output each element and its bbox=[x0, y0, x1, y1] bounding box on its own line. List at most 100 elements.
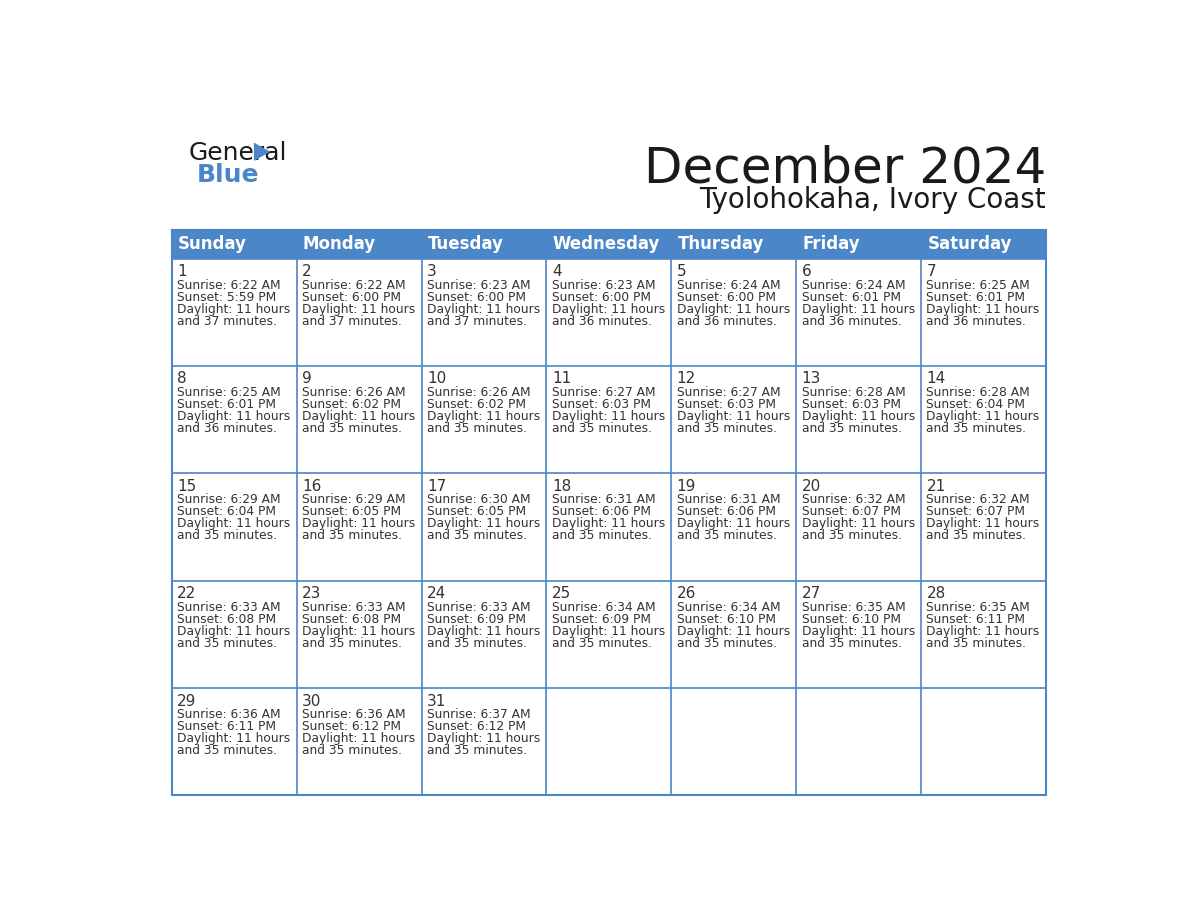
Text: Sunrise: 6:25 AM: Sunrise: 6:25 AM bbox=[177, 386, 280, 399]
Text: 17: 17 bbox=[426, 479, 447, 494]
Text: Sunrise: 6:26 AM: Sunrise: 6:26 AM bbox=[302, 386, 405, 399]
Text: Sunrise: 6:35 AM: Sunrise: 6:35 AM bbox=[802, 600, 905, 614]
Text: and 35 minutes.: and 35 minutes. bbox=[177, 636, 277, 650]
Text: 12: 12 bbox=[677, 372, 696, 386]
Text: Sunset: 6:05 PM: Sunset: 6:05 PM bbox=[426, 506, 526, 519]
Text: and 36 minutes.: and 36 minutes. bbox=[677, 315, 777, 328]
Text: and 35 minutes.: and 35 minutes. bbox=[426, 636, 527, 650]
Text: Daylight: 11 hours: Daylight: 11 hours bbox=[426, 518, 541, 531]
Text: 31: 31 bbox=[426, 693, 447, 709]
Text: Sunrise: 6:31 AM: Sunrise: 6:31 AM bbox=[677, 494, 781, 507]
Text: Daylight: 11 hours: Daylight: 11 hours bbox=[302, 624, 416, 638]
Text: Sunrise: 6:32 AM: Sunrise: 6:32 AM bbox=[802, 494, 905, 507]
Text: Daylight: 11 hours: Daylight: 11 hours bbox=[677, 518, 790, 531]
Text: and 36 minutes.: and 36 minutes. bbox=[802, 315, 902, 328]
Text: and 35 minutes.: and 35 minutes. bbox=[302, 636, 402, 650]
Bar bbox=[172, 230, 1045, 259]
Text: 26: 26 bbox=[677, 587, 696, 601]
Text: 4: 4 bbox=[552, 264, 562, 279]
Text: Sunset: 6:00 PM: Sunset: 6:00 PM bbox=[426, 291, 526, 304]
Text: Sunset: 6:02 PM: Sunset: 6:02 PM bbox=[302, 398, 402, 411]
Text: Daylight: 11 hours: Daylight: 11 hours bbox=[302, 732, 416, 745]
Text: 3: 3 bbox=[426, 264, 437, 279]
Text: Sunset: 6:02 PM: Sunset: 6:02 PM bbox=[426, 398, 526, 411]
Text: Sunrise: 6:26 AM: Sunrise: 6:26 AM bbox=[426, 386, 531, 399]
Text: and 35 minutes.: and 35 minutes. bbox=[677, 636, 777, 650]
Text: 1: 1 bbox=[177, 264, 187, 279]
Text: Sunset: 6:08 PM: Sunset: 6:08 PM bbox=[302, 612, 402, 626]
Text: Sunrise: 6:30 AM: Sunrise: 6:30 AM bbox=[426, 494, 531, 507]
Text: and 37 minutes.: and 37 minutes. bbox=[302, 315, 402, 328]
Text: Sunrise: 6:34 AM: Sunrise: 6:34 AM bbox=[552, 600, 656, 614]
Text: Sunset: 6:09 PM: Sunset: 6:09 PM bbox=[426, 612, 526, 626]
Text: and 37 minutes.: and 37 minutes. bbox=[426, 315, 526, 328]
Text: and 35 minutes.: and 35 minutes. bbox=[302, 422, 402, 435]
Text: Daylight: 11 hours: Daylight: 11 hours bbox=[802, 410, 915, 423]
Text: and 35 minutes.: and 35 minutes. bbox=[927, 636, 1026, 650]
Text: Sunset: 6:03 PM: Sunset: 6:03 PM bbox=[802, 398, 901, 411]
Text: Daylight: 11 hours: Daylight: 11 hours bbox=[302, 303, 416, 316]
Text: and 35 minutes.: and 35 minutes. bbox=[802, 422, 902, 435]
Polygon shape bbox=[254, 142, 270, 161]
Text: Daylight: 11 hours: Daylight: 11 hours bbox=[177, 624, 290, 638]
Text: and 35 minutes.: and 35 minutes. bbox=[677, 422, 777, 435]
Text: Sunrise: 6:33 AM: Sunrise: 6:33 AM bbox=[426, 600, 531, 614]
Text: Sunrise: 6:29 AM: Sunrise: 6:29 AM bbox=[177, 494, 280, 507]
Text: Daylight: 11 hours: Daylight: 11 hours bbox=[177, 410, 290, 423]
Text: Sunrise: 6:34 AM: Sunrise: 6:34 AM bbox=[677, 600, 781, 614]
Text: Sunset: 6:11 PM: Sunset: 6:11 PM bbox=[927, 612, 1025, 626]
Text: Sunset: 6:12 PM: Sunset: 6:12 PM bbox=[426, 720, 526, 733]
Text: and 35 minutes.: and 35 minutes. bbox=[302, 744, 402, 757]
Text: Sunrise: 6:33 AM: Sunrise: 6:33 AM bbox=[302, 600, 405, 614]
Text: Daylight: 11 hours: Daylight: 11 hours bbox=[802, 518, 915, 531]
Text: Daylight: 11 hours: Daylight: 11 hours bbox=[177, 303, 290, 316]
Text: Sunset: 6:00 PM: Sunset: 6:00 PM bbox=[552, 291, 651, 304]
Text: Sunrise: 6:27 AM: Sunrise: 6:27 AM bbox=[677, 386, 781, 399]
Text: Daylight: 11 hours: Daylight: 11 hours bbox=[177, 518, 290, 531]
Text: Sunset: 6:07 PM: Sunset: 6:07 PM bbox=[802, 506, 901, 519]
Text: Sunset: 6:03 PM: Sunset: 6:03 PM bbox=[677, 398, 776, 411]
Text: Daylight: 11 hours: Daylight: 11 hours bbox=[677, 624, 790, 638]
Text: Sunrise: 6:27 AM: Sunrise: 6:27 AM bbox=[552, 386, 656, 399]
Text: and 35 minutes.: and 35 minutes. bbox=[426, 744, 527, 757]
Text: Daylight: 11 hours: Daylight: 11 hours bbox=[426, 732, 541, 745]
Text: December 2024: December 2024 bbox=[644, 145, 1045, 193]
Text: and 35 minutes.: and 35 minutes. bbox=[177, 530, 277, 543]
Text: Sunrise: 6:29 AM: Sunrise: 6:29 AM bbox=[302, 494, 405, 507]
Text: Saturday: Saturday bbox=[928, 235, 1012, 253]
Text: Sunday: Sunday bbox=[178, 235, 247, 253]
Text: Daylight: 11 hours: Daylight: 11 hours bbox=[927, 303, 1040, 316]
Text: Sunset: 6:01 PM: Sunset: 6:01 PM bbox=[177, 398, 276, 411]
Text: Daylight: 11 hours: Daylight: 11 hours bbox=[552, 518, 665, 531]
Text: 27: 27 bbox=[802, 587, 821, 601]
Text: Sunrise: 6:24 AM: Sunrise: 6:24 AM bbox=[802, 279, 905, 292]
Text: 20: 20 bbox=[802, 479, 821, 494]
Text: Sunset: 5:59 PM: Sunset: 5:59 PM bbox=[177, 291, 277, 304]
Text: and 35 minutes.: and 35 minutes. bbox=[552, 530, 652, 543]
Text: Daylight: 11 hours: Daylight: 11 hours bbox=[552, 624, 665, 638]
Text: Sunrise: 6:25 AM: Sunrise: 6:25 AM bbox=[927, 279, 1030, 292]
Text: Daylight: 11 hours: Daylight: 11 hours bbox=[302, 518, 416, 531]
Text: Sunrise: 6:23 AM: Sunrise: 6:23 AM bbox=[552, 279, 656, 292]
Text: Sunrise: 6:23 AM: Sunrise: 6:23 AM bbox=[426, 279, 531, 292]
Text: Tyolohokaha, Ivory Coast: Tyolohokaha, Ivory Coast bbox=[700, 185, 1045, 214]
Text: Daylight: 11 hours: Daylight: 11 hours bbox=[426, 410, 541, 423]
Text: Sunrise: 6:22 AM: Sunrise: 6:22 AM bbox=[177, 279, 280, 292]
Text: 23: 23 bbox=[302, 587, 322, 601]
Text: Daylight: 11 hours: Daylight: 11 hours bbox=[927, 410, 1040, 423]
Text: and 36 minutes.: and 36 minutes. bbox=[177, 422, 277, 435]
Text: 15: 15 bbox=[177, 479, 196, 494]
Text: Daylight: 11 hours: Daylight: 11 hours bbox=[302, 410, 416, 423]
Text: Sunset: 6:11 PM: Sunset: 6:11 PM bbox=[177, 720, 276, 733]
Text: and 37 minutes.: and 37 minutes. bbox=[177, 315, 277, 328]
Text: Blue: Blue bbox=[196, 162, 259, 186]
Text: Daylight: 11 hours: Daylight: 11 hours bbox=[552, 303, 665, 316]
Text: and 36 minutes.: and 36 minutes. bbox=[927, 315, 1026, 328]
Text: Sunset: 6:06 PM: Sunset: 6:06 PM bbox=[677, 506, 776, 519]
Text: Sunset: 6:04 PM: Sunset: 6:04 PM bbox=[177, 506, 276, 519]
Text: Daylight: 11 hours: Daylight: 11 hours bbox=[802, 624, 915, 638]
Text: Thursday: Thursday bbox=[677, 235, 764, 253]
Text: Sunset: 6:03 PM: Sunset: 6:03 PM bbox=[552, 398, 651, 411]
Text: and 35 minutes.: and 35 minutes. bbox=[426, 422, 527, 435]
Text: 22: 22 bbox=[177, 587, 196, 601]
